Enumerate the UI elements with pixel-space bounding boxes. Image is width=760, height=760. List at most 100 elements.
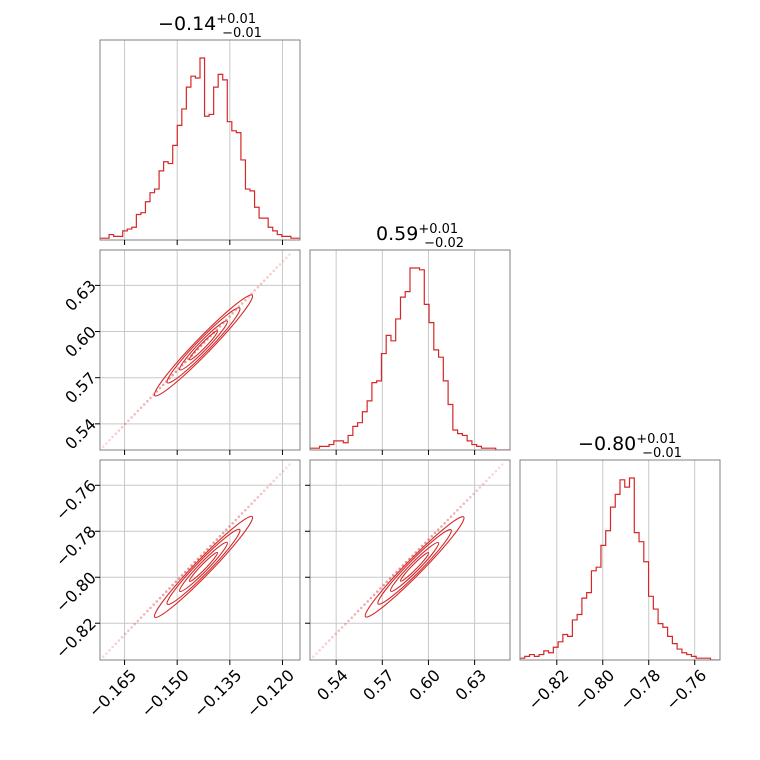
title-median: −0.80 <box>578 433 636 455</box>
contour-level-3 <box>153 515 254 619</box>
title-minus: −0.01 <box>642 446 682 461</box>
x-tick-label-0-0: −0.165 <box>85 666 140 721</box>
scatter-point <box>452 512 456 515</box>
scatter-point <box>350 616 354 619</box>
scatter-point <box>120 425 124 429</box>
x-tick-label-2-3: −0.76 <box>662 666 710 714</box>
scatter-point <box>180 574 184 577</box>
histogram-2 <box>520 477 720 660</box>
scatter-point <box>262 489 266 493</box>
scatter-point <box>228 315 231 318</box>
scatter-point <box>275 266 279 269</box>
scatter-point <box>187 567 190 571</box>
scatter-point <box>209 544 212 548</box>
scatter-point <box>130 626 133 629</box>
scatter-point <box>472 492 475 496</box>
scatter-point <box>427 538 430 541</box>
scatter-point <box>202 551 206 554</box>
title-plus: +0.01 <box>418 222 458 237</box>
x-tick-label-1-0: 0.54 <box>313 666 352 705</box>
scatter-point <box>256 495 260 499</box>
scatter-point <box>108 648 111 652</box>
scatter-point <box>193 561 196 564</box>
scatter-point <box>149 606 152 610</box>
scatter-point <box>234 518 238 522</box>
contour-level-2 <box>377 529 452 605</box>
x-tick-label-2-0: −0.82 <box>524 666 572 714</box>
scatter-point <box>281 469 285 473</box>
title-median: −0.14 <box>158 13 216 35</box>
scatter-point <box>117 429 121 432</box>
scatter-point <box>133 622 136 626</box>
x-tick-label-1-1: 0.57 <box>359 666 398 705</box>
panel-frame <box>99 249 301 451</box>
scatter-point <box>318 648 321 652</box>
scatter-point <box>327 639 331 642</box>
x-tick-label-0-2: −0.135 <box>190 666 245 721</box>
scatter-point <box>376 590 379 593</box>
scatter-point <box>388 577 392 580</box>
scatter-point <box>278 263 282 266</box>
scatter-point <box>253 289 256 292</box>
scatter-point <box>356 609 360 613</box>
scatter-point <box>478 486 482 489</box>
contour-level-1 <box>179 541 228 593</box>
scatter-point <box>321 645 325 649</box>
scatter-point <box>240 512 244 515</box>
scatter-point <box>440 525 443 528</box>
scatter-point <box>269 482 272 486</box>
panel-title-1: 0.59+0.01 −0.02 <box>376 222 464 251</box>
panel-frame <box>519 459 721 661</box>
scatter-point <box>288 253 291 256</box>
scatter-point <box>111 645 114 649</box>
scatter-point <box>266 486 269 489</box>
scatter-point <box>161 593 165 597</box>
scatter-point <box>494 469 498 473</box>
scatter-point <box>136 619 140 623</box>
y-tick-label-2-2: −0.78 <box>52 522 100 570</box>
scatter-point <box>146 609 149 613</box>
scatter-point <box>372 593 376 597</box>
scatter-point <box>331 635 334 639</box>
scatter-point <box>285 256 288 260</box>
scatter-point <box>133 412 136 416</box>
scatter-point <box>127 419 130 423</box>
scatter-point <box>465 499 469 502</box>
contour-level-2 <box>166 528 241 606</box>
scatter-point <box>459 505 462 509</box>
scatter-point <box>174 370 178 374</box>
scatter-point <box>190 564 193 567</box>
scatter-point <box>363 603 366 606</box>
scatter-point <box>369 596 373 600</box>
scatter-point <box>244 508 247 512</box>
scatter-point <box>139 616 143 619</box>
y-tick-label-1-2: 0.60 <box>61 322 100 361</box>
scatter-point <box>142 403 146 406</box>
scatter-point <box>168 587 171 590</box>
scatter-point <box>288 463 291 466</box>
panel-frame <box>309 249 511 451</box>
scatter-point <box>456 508 459 512</box>
scatter-point <box>158 596 162 600</box>
scatter-point <box>108 438 111 442</box>
scatter-point <box>469 495 472 499</box>
panel-frame <box>309 459 511 661</box>
scatter-point <box>420 544 424 548</box>
y-tick-label-2-0: −0.82 <box>52 614 100 662</box>
scatter-point <box>199 554 203 558</box>
y-tick-label-1-3: 0.63 <box>61 276 100 315</box>
x-tick-label-2-2: −0.78 <box>616 666 664 714</box>
scatter-point <box>262 279 266 283</box>
scatter-point <box>114 432 118 436</box>
y-tick-label-2-3: −0.76 <box>52 476 100 524</box>
scatter-point <box>379 587 382 590</box>
scatter-point <box>285 466 288 470</box>
panel-title-2: −0.80+0.01 −0.01 <box>578 432 682 461</box>
scatter-point <box>366 600 370 603</box>
scatter-point <box>462 502 466 506</box>
y-tick-label-1-0: 0.54 <box>61 415 100 454</box>
scatter-point <box>139 406 143 410</box>
title-minus: −0.01 <box>222 26 262 41</box>
scatter-point <box>155 600 159 603</box>
contour-level-0 <box>188 330 219 361</box>
